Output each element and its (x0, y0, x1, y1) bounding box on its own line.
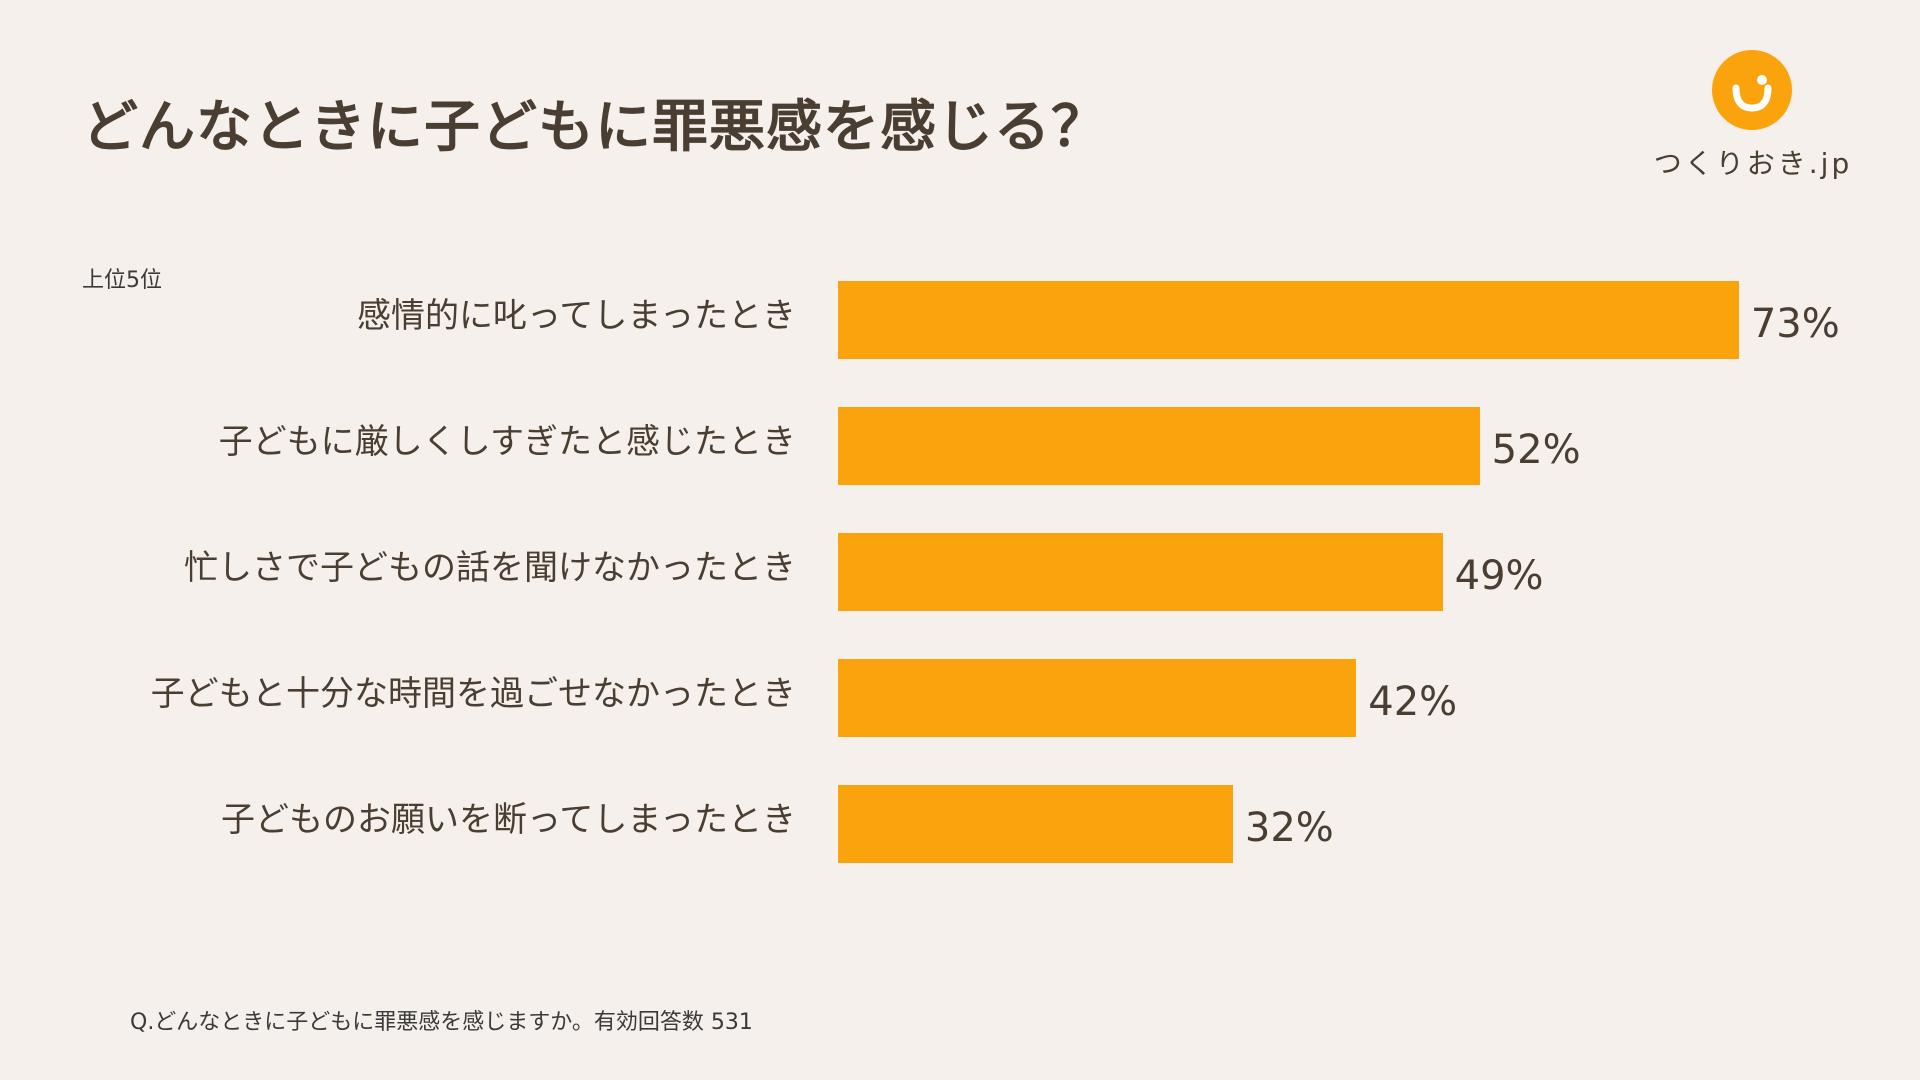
value-label: 32% (1244, 805, 1334, 851)
chart-subtitle: 上位5位 (82, 268, 162, 293)
smile-logo-icon (1712, 50, 1792, 130)
value-label: 42% (1368, 679, 1458, 725)
bar (838, 659, 1357, 737)
category-label: 忙しさで子どもの話を聞けなかったとき (184, 548, 796, 588)
bar (838, 533, 1443, 611)
value-label: 73% (1750, 301, 1840, 347)
category-label: 子どもに厳しくしすぎたと感じたとき (218, 422, 796, 462)
value-label: 49% (1454, 553, 1544, 599)
brand-name: つくりおき.jp (1653, 147, 1853, 180)
value-label: 52% (1491, 427, 1581, 473)
footnote: Q.どんなときに子どもに罪悪感を感じますか。有効回答数 531 (130, 1010, 753, 1035)
brand-logo: つくりおき.jp (1648, 50, 1858, 190)
category-label: 子どもと十分な時間を過ごせなかったとき (150, 674, 796, 714)
category-label: 子どものお願いを断ってしまったとき (221, 800, 796, 840)
category-label: 感情的に叱ってしまったとき (357, 296, 796, 336)
chart-title: どんなときに子どもに罪悪感を感じる？ (82, 95, 1108, 160)
bar (838, 281, 1739, 359)
bar (838, 785, 1233, 863)
bar (838, 407, 1480, 485)
